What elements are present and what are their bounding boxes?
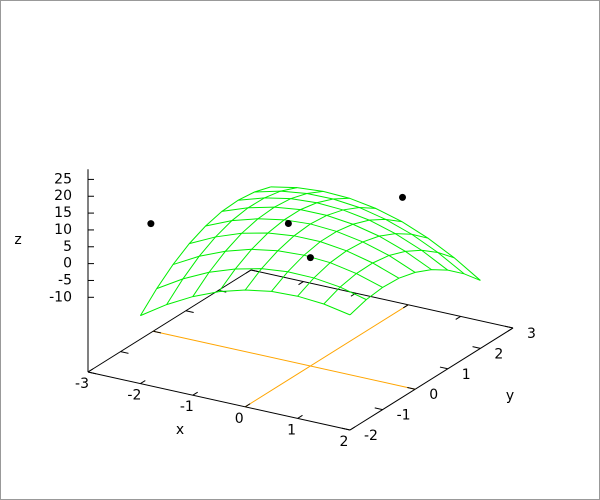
x-tick <box>140 380 146 385</box>
surface-column <box>323 249 455 305</box>
y-tick <box>505 325 514 329</box>
surface-column <box>271 218 402 292</box>
data-point <box>284 219 292 227</box>
z-tick-label: 20 <box>54 188 72 204</box>
y-tick <box>439 366 448 370</box>
y-zero-axis <box>244 304 409 408</box>
surface-column <box>218 197 350 292</box>
x-tick-label: -3 <box>75 376 89 392</box>
y-tick <box>472 346 481 349</box>
y-tick-label: -1 <box>397 408 411 424</box>
y-tick-label: 2 <box>494 346 503 362</box>
surface-column <box>244 206 376 291</box>
surface-column <box>166 187 298 305</box>
y-tick-label: -2 <box>364 428 378 444</box>
x-tick-label: -2 <box>127 388 141 404</box>
surface-column <box>349 269 481 316</box>
y-tick <box>87 371 96 375</box>
y-tick <box>185 310 194 314</box>
z-axis-label: z <box>14 232 21 248</box>
y-tick-label: 3 <box>527 326 536 342</box>
z-tick-label: 0 <box>63 256 72 272</box>
x-tick <box>349 426 356 431</box>
x-tick <box>297 414 303 419</box>
y-tick <box>250 269 259 273</box>
base-edge <box>349 327 514 431</box>
data-point <box>147 220 155 228</box>
data-point <box>306 254 314 262</box>
base-edge <box>87 371 351 431</box>
z-tick-label: -10 <box>49 289 72 305</box>
x-tick <box>87 368 94 373</box>
x-tick <box>403 304 409 309</box>
z-tick-label: 15 <box>54 205 72 221</box>
x-tick <box>244 403 251 408</box>
x-tick <box>298 281 304 286</box>
z-tick-label: 25 <box>54 171 72 187</box>
surface-column <box>192 190 324 297</box>
base-edge <box>87 269 252 373</box>
y-tick <box>374 407 383 411</box>
y-tick <box>342 427 351 431</box>
surface-column <box>297 233 429 297</box>
y-tick <box>407 386 416 390</box>
x-tick-label: 1 <box>287 422 296 438</box>
x-tick-label: 2 <box>340 434 349 450</box>
x-axis-label: x <box>176 422 184 438</box>
x-tick <box>192 391 198 396</box>
z-tick-label: 5 <box>63 239 72 255</box>
z-tick-label: 10 <box>54 222 72 238</box>
x-tick-label: 0 <box>235 411 244 427</box>
data-point <box>399 193 406 201</box>
y-axis-label: y <box>506 388 514 404</box>
base-edge <box>250 269 514 329</box>
x-tick-label: -1 <box>180 399 194 415</box>
y-tick-label: 0 <box>429 387 438 403</box>
z-tick-label: -5 <box>58 272 72 288</box>
y-tick <box>153 330 162 334</box>
surface-column <box>139 186 271 316</box>
x-tick <box>455 315 461 320</box>
y-tick-label: 1 <box>462 367 471 383</box>
x-tick <box>245 269 252 274</box>
y-tick <box>120 351 129 354</box>
x-zero-axis <box>153 330 416 390</box>
x-tick <box>507 327 514 332</box>
